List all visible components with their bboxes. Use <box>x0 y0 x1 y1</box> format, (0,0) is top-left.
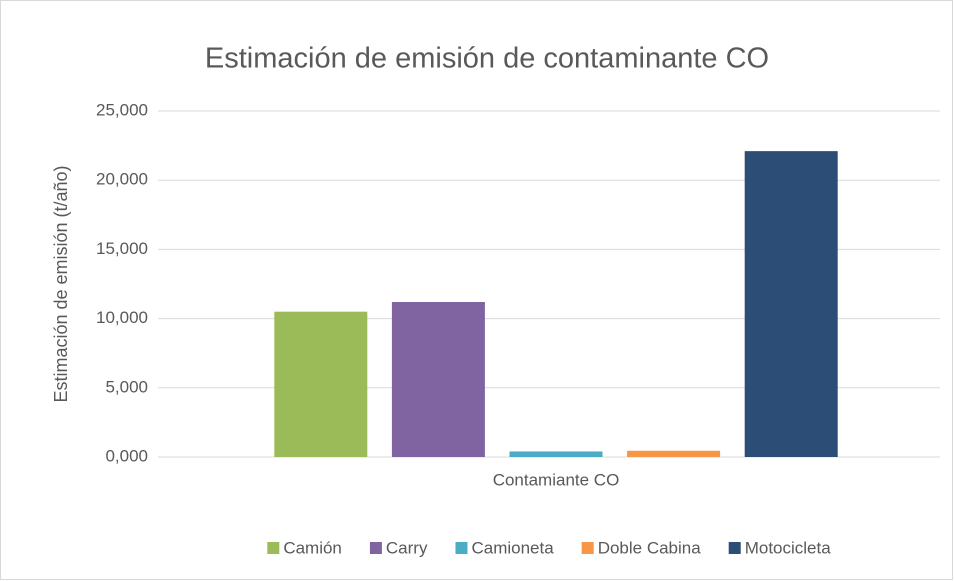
bar <box>391 301 485 457</box>
bar <box>744 151 838 458</box>
y-tick-label: 15,000 <box>96 239 148 258</box>
bar <box>627 450 721 457</box>
legend-label: Doble Cabina <box>598 538 702 557</box>
bar <box>509 451 603 457</box>
legend-swatch <box>581 542 594 554</box>
chart-title: Estimación de emisión de contaminante CO <box>205 43 769 75</box>
legend-swatch <box>728 542 741 554</box>
y-tick-label: 5,000 <box>105 377 148 396</box>
y-tick-label: 10,000 <box>96 308 148 327</box>
legend-label: Camioneta <box>471 538 554 557</box>
y-tick-label: 0,000 <box>105 446 148 465</box>
y-tick-label: 20,000 <box>96 170 148 189</box>
bar <box>274 311 368 457</box>
x-tick-label: Contamiante CO <box>493 470 620 489</box>
legend-label: Camión <box>283 538 342 557</box>
legend-label: Carry <box>386 538 428 557</box>
legend-swatch <box>267 542 280 554</box>
legend-swatch <box>455 542 468 554</box>
legend-swatch <box>369 542 382 554</box>
legend-label: Motocicleta <box>745 538 832 557</box>
y-tick-label: 25,000 <box>96 100 148 119</box>
y-axis-title: Estimación de emisión (t/año) <box>51 165 71 402</box>
